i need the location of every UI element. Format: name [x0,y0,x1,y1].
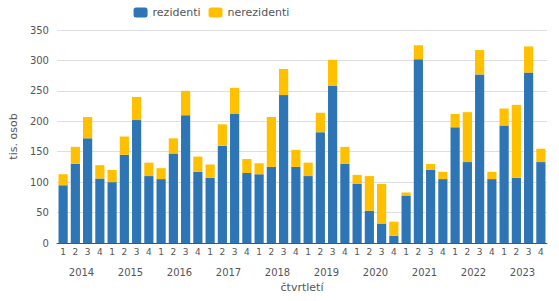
svg-text:3: 3 [330,247,336,257]
svg-text:4: 4 [538,247,544,257]
svg-text:1: 1 [60,247,66,257]
svg-text:3: 3 [526,247,532,257]
svg-text:čtvrtletí: čtvrtletí [281,281,325,294]
svg-text:1: 1 [109,247,115,257]
svg-text:2018: 2018 [265,267,290,278]
svg-text:2020: 2020 [363,267,388,278]
svg-text:4: 4 [489,247,495,257]
svg-text:4: 4 [146,247,152,257]
svg-text:1: 1 [207,247,213,257]
svg-text:tis. osob: tis. osob [7,113,20,159]
svg-text:3: 3 [428,247,434,257]
svg-text:2: 2 [514,247,520,257]
svg-text:2: 2 [416,247,422,257]
svg-text:4: 4 [97,247,103,257]
svg-text:2019: 2019 [314,267,339,278]
svg-text:2: 2 [170,247,176,257]
svg-text:1: 1 [403,247,409,257]
svg-text:1: 1 [305,247,311,257]
svg-text:3: 3 [85,247,91,257]
svg-text:300: 300 [30,55,49,66]
svg-text:2017: 2017 [216,267,241,278]
svg-text:3: 3 [232,247,238,257]
svg-text:rezidenti: rezidenti [153,6,201,19]
svg-text:0: 0 [43,238,49,249]
svg-text:2: 2 [121,247,127,257]
svg-text:4: 4 [440,247,446,257]
svg-text:3: 3 [379,247,385,257]
svg-text:1: 1 [354,247,360,257]
svg-text:200: 200 [30,116,49,127]
svg-text:4: 4 [293,247,299,257]
svg-text:150: 150 [30,146,49,157]
svg-text:250: 250 [30,85,49,96]
svg-text:2021: 2021 [412,267,437,278]
svg-text:2: 2 [72,247,78,257]
svg-text:3: 3 [477,247,483,257]
svg-text:2: 2 [318,247,324,257]
svg-text:1: 1 [452,247,458,257]
svg-text:3: 3 [183,247,189,257]
svg-text:3: 3 [281,247,287,257]
svg-text:50: 50 [36,207,49,218]
svg-text:350: 350 [30,25,49,36]
svg-text:2015: 2015 [118,267,143,278]
svg-text:2: 2 [367,247,373,257]
svg-text:2: 2 [269,247,275,257]
svg-text:1: 1 [256,247,262,257]
svg-text:2022: 2022 [461,267,486,278]
svg-text:3: 3 [134,247,140,257]
svg-text:100: 100 [30,177,49,188]
svg-text:2: 2 [219,247,225,257]
svg-text:1: 1 [501,247,507,257]
svg-text:4: 4 [244,247,250,257]
svg-text:4: 4 [342,247,348,257]
svg-text:4: 4 [195,247,201,257]
svg-text:2: 2 [465,247,471,257]
svg-text:2023: 2023 [510,267,535,278]
svg-text:4: 4 [391,247,397,257]
svg-text:2014: 2014 [69,267,94,278]
svg-text:nerezidenti: nerezidenti [228,6,290,19]
svg-text:2016: 2016 [167,267,192,278]
svg-text:1: 1 [158,247,164,257]
